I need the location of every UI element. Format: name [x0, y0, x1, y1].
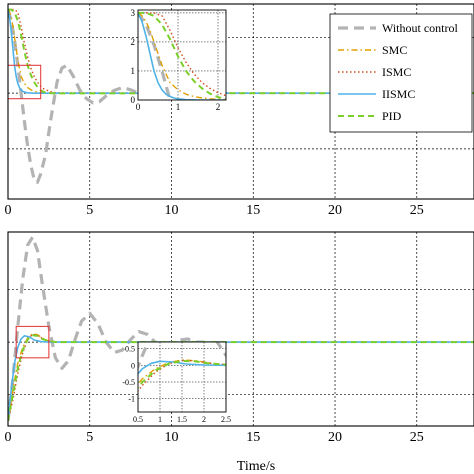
x-tick-label: 25 — [410, 430, 424, 445]
x-tick-label: 10 — [165, 203, 179, 218]
inset-y-tick-label: 3 — [131, 8, 136, 18]
series-iismc — [8, 9, 474, 94]
inset-y-tick-label: -1 — [128, 395, 135, 404]
x-tick-label: 0 — [5, 203, 12, 218]
series-without-control — [8, 9, 172, 184]
inset-series-pid — [138, 11, 226, 100]
legend-entry-ismc: ISMC — [382, 65, 411, 79]
inset-x-tick-label: 2.5 — [221, 415, 231, 424]
x-tick-label: 15 — [246, 430, 260, 445]
series-smc — [8, 333, 474, 421]
x-tick-label: 5 — [86, 430, 93, 445]
inset-series-ismc — [138, 359, 226, 393]
inset-frame — [137, 341, 227, 413]
legend-entry-iismc: IISMC — [382, 87, 415, 101]
series-pid — [8, 8, 474, 95]
legend-entry-pid: PID — [382, 109, 402, 123]
inset-series-smc — [138, 12, 226, 100]
x-tick-label: 5 — [86, 203, 93, 218]
legend-entry-without-control: Without control — [382, 21, 459, 35]
inset-x-tick-label: 2 — [216, 102, 221, 112]
series-ismc — [8, 333, 474, 421]
x-tick-label: 10 — [165, 430, 179, 445]
series-iismc — [8, 335, 474, 421]
legend-box — [329, 13, 473, 133]
x-tick-label: 20 — [328, 430, 342, 445]
inset-y-tick-label: 0 — [131, 95, 136, 105]
x-axis-label: Time/s — [237, 459, 275, 474]
inset-x-tick-label: 0 — [136, 102, 141, 112]
legend-entry-smc: SMC — [382, 43, 407, 57]
bottom-panel: 0 5 10 15 20 25 0.5 1 1.5 2 2.5 -1 -0.5 0 0.5 — [5, 231, 474, 445]
inset-y-tick-label: 0 — [131, 361, 135, 370]
x-tick-label: 25 — [410, 203, 424, 218]
inset-y-tick-label: 2 — [131, 37, 136, 47]
inset-y-tick-label: 1 — [131, 66, 136, 76]
inset-series-iismc — [138, 360, 226, 375]
zoom-region-box — [15, 325, 50, 359]
inset-y-tick-label: -0.5 — [122, 378, 135, 387]
inset-y-tick-label: 0.5 — [125, 345, 135, 354]
series-pid — [8, 334, 474, 421]
axes-frame — [7, 3, 474, 200]
inset-x-tick-label: 2 — [202, 415, 206, 424]
inset-frame — [137, 9, 227, 101]
axes-frame — [7, 231, 474, 427]
inset-x-tick-label: 1 — [158, 415, 162, 424]
x-tick-label: 0 — [5, 430, 12, 445]
x-tick-label: 15 — [246, 203, 260, 218]
inset-x-tick-label: 1.5 — [177, 415, 187, 424]
series-ismc — [8, 8, 474, 94]
inset-x-tick-label: 1 — [176, 102, 181, 112]
inset-x-tick-label: 0.5 — [133, 415, 143, 424]
x-tick-label: 20 — [328, 203, 342, 218]
